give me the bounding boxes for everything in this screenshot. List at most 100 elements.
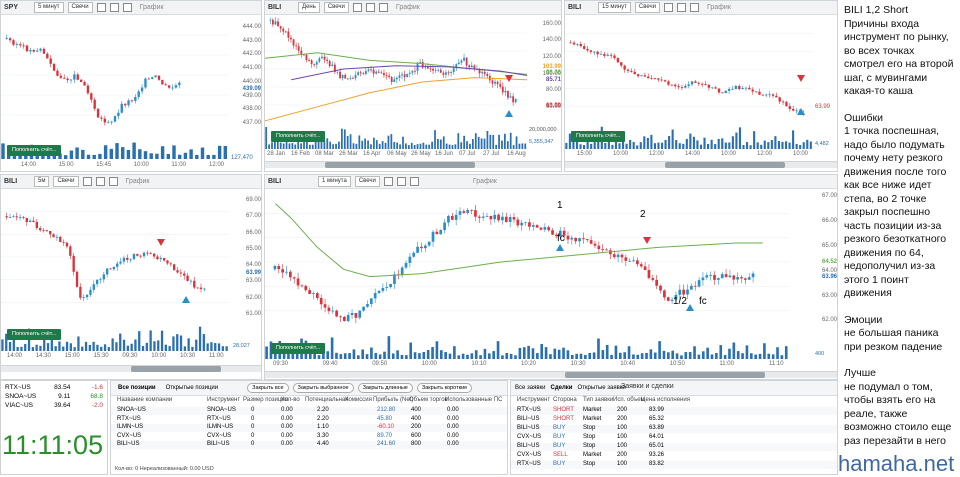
draw-line-icon[interactable]: [109, 3, 119, 12]
chart-panel-bili-day[interactable]: BILI День Свечи График 160.00 140.00 120.0…: [264, 0, 562, 172]
close-all-button[interactable]: Закрыть все: [247, 383, 289, 393]
settings-icon[interactable]: [689, 3, 699, 12]
chart-type-select[interactable]: Свечи: [53, 176, 79, 187]
close-long-button[interactable]: Закрыть длинные: [357, 383, 413, 393]
chart-type-select[interactable]: Свечи: [323, 2, 349, 13]
close-selected-button[interactable]: Закрыть выбранное: [292, 383, 354, 393]
volume-bar: [189, 149, 193, 159]
price-chart[interactable]: [265, 189, 789, 335]
tab-open-orders[interactable]: Открытые заявки: [577, 385, 626, 391]
crosshair-icon[interactable]: [82, 177, 92, 186]
table-cell: 400: [411, 407, 422, 413]
table-row[interactable]: ILMN~US ILMN~US 0 0.00 1.10 -60.10 200 0.00: [111, 424, 507, 432]
table-row[interactable]: CVX~US CVX~US 0 0.00 3.30 89.70 600 0.00: [111, 433, 507, 441]
watchlist-row[interactable]: VIAC~US 39.64 -2.0: [5, 402, 104, 409]
price-chart[interactable]: [1, 15, 229, 135]
table-row[interactable]: BILI~US BUY Stop 100 65.01: [511, 443, 837, 451]
symbol-label[interactable]: BILI: [568, 4, 582, 11]
candle: [366, 304, 369, 307]
watchlist-row[interactable]: RTX~US 83.54 -1.6: [5, 384, 104, 391]
settings-icon[interactable]: [378, 3, 388, 12]
candle: [443, 222, 446, 231]
tab-open-positions[interactable]: Открытые позиции: [165, 385, 219, 391]
tab-all-positions[interactable]: Все позиции: [118, 385, 156, 391]
candle: [388, 75, 391, 78]
table-row[interactable]: RTX~US RTX~US 0 0.00 2.20 45.80 400 0.00: [111, 416, 507, 424]
volume-bar: [217, 343, 221, 351]
crosshair-icon[interactable]: [663, 3, 673, 12]
timeframe-select[interactable]: 1 минута: [318, 176, 351, 187]
deposit-button[interactable]: Пополнить счёт...: [571, 131, 626, 142]
draw-line-icon[interactable]: [396, 177, 406, 186]
crosshair-icon[interactable]: [352, 3, 362, 12]
deposit-button[interactable]: Пополнить счёт...: [271, 343, 326, 354]
table-row[interactable]: BILI~US BUY Stop 100 63.89: [511, 425, 837, 433]
deposit-button[interactable]: Пополнить счёт...: [7, 145, 62, 156]
time-scrollbar[interactable]: [265, 371, 837, 378]
settings-icon[interactable]: [122, 3, 132, 12]
timeframe-select[interactable]: 5 минут: [34, 2, 64, 13]
chart-type-select[interactable]: Свечи: [67, 2, 93, 13]
table-row[interactable]: CVX~US BUY Stop 100 64.01: [511, 434, 837, 442]
timeframe-select[interactable]: 5м: [34, 176, 50, 187]
draw-line-icon[interactable]: [95, 177, 105, 186]
volume-bar: [544, 347, 548, 359]
deposit-button[interactable]: Пополнить счёт...: [7, 329, 62, 340]
volume-bar: [675, 353, 679, 359]
price-chart[interactable]: [1, 189, 229, 325]
timeframe-select[interactable]: 15 минут: [598, 2, 631, 13]
table-cell: CVX~US: [517, 452, 542, 458]
volume-bar: [565, 142, 568, 149]
time-scrollbar[interactable]: [565, 161, 837, 168]
table-row[interactable]: RTX~US BUY Stop 100 83.82: [511, 461, 837, 469]
table-row[interactable]: SNOA~US SNOA~US 0 0.00 2.20 212.80 400 0.00: [111, 407, 507, 415]
candle: [477, 216, 481, 218]
close-short-button[interactable]: Закрыть короткие: [416, 383, 473, 393]
volume-bar: [375, 140, 378, 149]
settings-icon[interactable]: [108, 177, 118, 186]
time-tick: 14:00: [7, 353, 23, 359]
volume-bar: [562, 347, 565, 359]
volume-bar: [717, 138, 720, 149]
chart-type-select[interactable]: Свечи: [634, 2, 660, 13]
candle: [462, 211, 466, 213]
price-chart[interactable]: [565, 15, 813, 125]
symbol-label[interactable]: SPY: [4, 4, 19, 11]
candle: [747, 277, 751, 280]
candle: [640, 75, 643, 77]
chart-type-select[interactable]: Свечи: [354, 176, 380, 187]
table-header: Инструмент Сторона Тип заявки Исп. объем…: [517, 397, 690, 403]
table-row[interactable]: BILI~US BILI~US 0 0.00 4.40 241.60 800 0.00: [111, 441, 507, 449]
time-tick: 14:30: [35, 353, 51, 359]
symbol-label[interactable]: BILI: [4, 178, 18, 185]
settings-icon[interactable]: [409, 177, 419, 186]
volume-bar: [784, 141, 788, 149]
draw-line-icon[interactable]: [676, 3, 686, 12]
chart-panel-bili-1m[interactable]: BILI 1 минута Свечи График 67.00 66.00 65.…: [264, 174, 838, 380]
chart-panel-bili-5m[interactable]: BILI 5м Свечи График 69.00 67.00 66.00 65.0…: [0, 174, 262, 380]
table-row[interactable]: RTX~US SHORT Market 200 83.99: [511, 407, 837, 415]
table-row[interactable]: BILI~US SHORT Market 200 65.32: [511, 416, 837, 424]
symbol-label[interactable]: BILI: [268, 4, 282, 11]
timeframe-select[interactable]: День: [298, 2, 320, 13]
candle: [65, 242, 69, 247]
tab-trades[interactable]: Сделки: [550, 385, 573, 391]
deposit-button[interactable]: Пополнить счёт...: [271, 131, 326, 142]
draw-line-icon[interactable]: [365, 3, 375, 12]
tab-all-orders[interactable]: Все заявки: [515, 385, 546, 391]
chart-panel-bili-15m[interactable]: BILI 15 минут Свечи График Пополнить счё…: [564, 0, 838, 172]
candle: [183, 273, 186, 276]
crosshair-icon[interactable]: [383, 177, 393, 186]
symbol-label[interactable]: BILI: [268, 178, 282, 185]
volume-bar: [303, 140, 305, 149]
time-scrollbar[interactable]: [265, 161, 561, 168]
time-scrollbar[interactable]: [1, 365, 261, 372]
table-row[interactable]: CVX~US SELL Market 200 93.26: [511, 452, 837, 460]
watchlist-row[interactable]: SNOA~US 9.11 68.8: [5, 393, 104, 400]
price-chart[interactable]: [265, 15, 527, 123]
candle: [164, 84, 167, 86]
volume-bar: [531, 348, 535, 359]
chart-panel-spy-5m[interactable]: SPY 5 минут Свечи График 444.00 443.00 442…: [0, 0, 262, 172]
crosshair-icon[interactable]: [96, 3, 106, 12]
table-cell: 100: [617, 425, 628, 431]
